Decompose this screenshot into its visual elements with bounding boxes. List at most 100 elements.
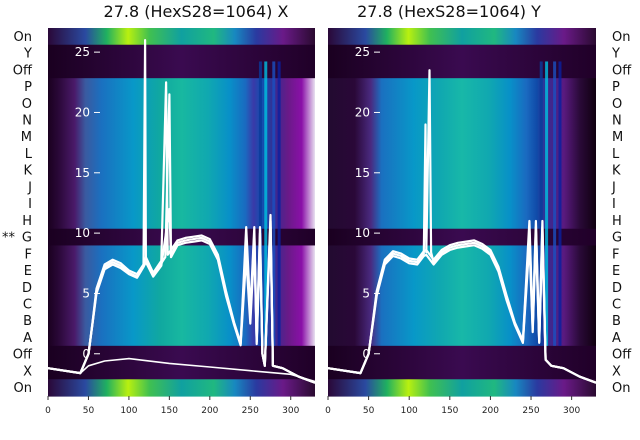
chart-title: 27.8 (HexS28=1064) Y [357,2,541,21]
heatmap-row [328,278,596,297]
heatmap-row [48,78,315,96]
heatmap-row [328,61,596,79]
row-label: X [23,364,32,379]
row-label: Y [23,47,32,62]
x-tick-label: 250 [242,406,259,416]
heatmap-row [48,178,315,196]
y-tick-label: 0 [82,347,90,361]
row-label: D [22,281,32,296]
row-label: F [612,247,619,262]
y-tick-label: 15 [75,166,90,180]
heatmap-row [328,312,596,330]
heatmap-row [48,212,315,230]
heatmap-row [328,44,596,63]
y-tick-label: 15 [355,166,370,180]
series-line [47,357,316,383]
panel-y: 27.8 (HexS28=1064) YOnYOffPONMLKJIHGFEDC… [325,2,632,416]
row-label: X [612,364,621,379]
heatmap-row [328,262,596,280]
heatmap-row [48,329,315,347]
x-tick-label: 300 [282,406,299,416]
heatmap-row [48,379,315,397]
row-label: P [612,80,620,95]
y-tick-label: 10 [355,226,370,240]
heatmap-row [328,28,596,46]
series-line [327,219,597,384]
row-label: O [22,97,32,112]
heatmap-row [48,28,315,46]
row-label: On [612,30,630,45]
row-label: O [612,97,622,112]
heatmap-row [48,345,315,364]
row-label: G [612,231,622,246]
y-tick-label: 5 [82,286,90,300]
y-tick-label: 0 [362,347,370,361]
row-label: E [24,264,32,279]
y-tick-label: 20 [355,105,370,119]
row-label: N [612,114,622,129]
heatmap-row [48,61,315,79]
heatmap-row [48,44,315,63]
heatmap-streak [264,61,268,346]
heatmap-row [48,145,315,163]
x-tick-label: 150 [441,406,458,416]
row-label: Y [611,47,620,62]
x-tick-label: 150 [161,406,178,416]
heatmap-row [328,379,596,397]
row-label: A [612,331,621,346]
heatmap-row [48,362,315,380]
row-label: Off [612,348,632,363]
x-tick-label: 50 [83,406,95,416]
row-label: J [27,180,32,195]
heatmap-row [328,362,596,380]
heatmap-streak [258,61,262,346]
x-tick-label: 200 [201,406,218,416]
x-tick-label: 100 [401,406,418,416]
heatmap-streak [272,61,276,346]
heatmap-row [328,161,596,180]
x-tick-label: 0 [325,406,331,416]
heatmap-row [48,195,315,213]
y-tick-label: 20 [75,105,90,119]
row-label: K [612,164,621,179]
row-label: Off [612,63,632,78]
x-tick-label: 0 [45,406,51,416]
row-label: H [612,214,622,229]
row-label: I [612,197,616,212]
x-tick-label: 300 [563,406,580,416]
heatmap-row [328,111,596,129]
heatmap-streak [539,61,543,346]
x-tick-label: 200 [482,406,499,416]
heatmap-streak [277,61,281,346]
row-label: E [612,264,620,279]
row-label: L [612,147,620,162]
heatmap-row [328,128,596,146]
heatmap-row [328,94,596,113]
heatmap-row [328,145,596,163]
row-label: G [22,231,32,246]
y-tick-label: 10 [75,226,90,240]
row-label: C [612,298,621,313]
x-tick-label: 100 [120,406,137,416]
row-label: B [23,314,32,329]
x-tick-label: 250 [522,406,539,416]
row-label: M [612,130,623,145]
heatmap-streak [553,61,557,346]
y-tick-label: 5 [362,286,370,300]
heatmap-row [48,128,315,146]
row-label: A [23,331,32,346]
panel-x: 27.8 (HexS28=1064) XOnYOffPONMLKJIHGFEDC… [2,2,316,416]
row-label: N [22,114,32,129]
row-label: J [611,180,616,195]
heatmap-streak [545,61,549,346]
row-label: K [23,164,32,179]
row-label: C [23,298,32,313]
row-label: H [22,214,32,229]
row-label: On [14,30,32,45]
y-tick-label: 25 [355,45,370,59]
heatmap-row [328,295,596,313]
row-label: B [612,314,621,329]
heatmap-row [48,94,315,113]
row-label: F [25,247,32,262]
